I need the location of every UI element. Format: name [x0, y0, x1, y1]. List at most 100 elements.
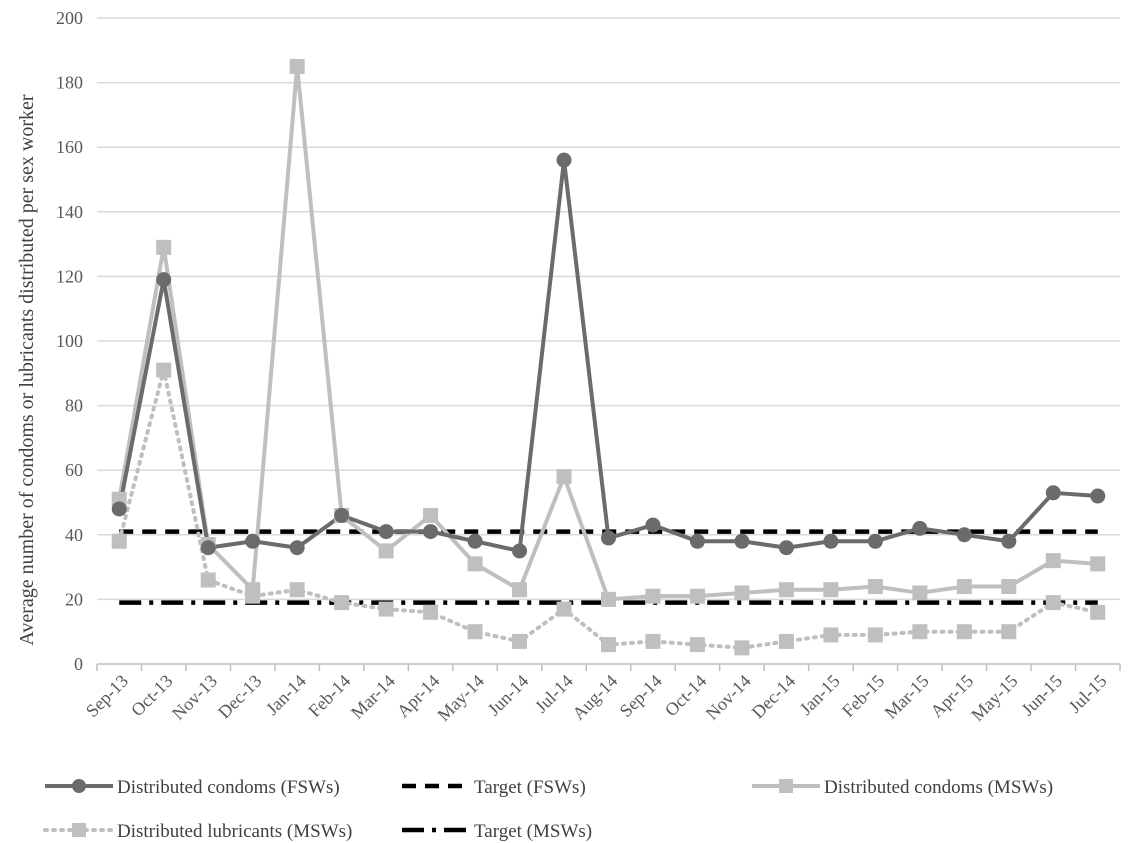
x-tick-label: Jan-14 [262, 671, 310, 719]
y-tick-label: 100 [56, 331, 83, 351]
data-point-msw-condoms [423, 507, 439, 523]
data-point-msw-lubricants [200, 572, 216, 588]
series-lines [117, 64, 1100, 650]
y-tick-label: 40 [65, 525, 83, 545]
y-tick-label: 20 [65, 589, 83, 609]
x-tick-label: Sep-13 [82, 671, 132, 721]
data-point-msw-condoms [156, 239, 172, 255]
x-axis: Sep-13Oct-13Nov-13Dec-13Jan-14Feb-14Mar-… [82, 664, 1121, 725]
x-tick-label: Mar-14 [347, 671, 399, 723]
series-line-2 [117, 64, 1098, 602]
legend: Distributed condoms (FSWs) Target (FSWs) D… [43, 777, 1053, 842]
data-point-msw-lubricants [823, 627, 839, 643]
data-point-fsw-condoms [823, 533, 839, 549]
x-tick-label: Aug-14 [568, 671, 621, 724]
data-point-fsw-condoms [734, 533, 750, 549]
data-point-fsw-condoms [645, 517, 661, 533]
data-point-msw-condoms [734, 585, 750, 601]
data-point-msw-condoms [1001, 578, 1017, 594]
data-point-msw-condoms [1045, 553, 1061, 569]
data-point-msw-condoms [645, 588, 661, 604]
data-point-msw-lubricants [334, 595, 350, 611]
x-tick-label: Jan-15 [796, 671, 844, 719]
data-point-fsw-condoms [289, 540, 305, 556]
data-point-fsw-condoms [912, 520, 928, 536]
data-point-msw-condoms [867, 578, 883, 594]
data-point-msw-condoms [912, 585, 928, 601]
data-point-msw-lubricants [1090, 604, 1106, 620]
y-tick-label: 140 [56, 202, 83, 222]
data-point-msw-condoms [1090, 556, 1106, 572]
data-point-msw-condoms [512, 582, 528, 598]
legend-item: Distributed condoms (FSWs) [45, 777, 340, 798]
data-point-msw-lubricants [778, 633, 794, 649]
legend-label: Target (MSWs) [474, 821, 592, 842]
legend-item: Target (MSWs) [402, 821, 592, 842]
x-tick-label: Oct-13 [127, 671, 176, 720]
data-point-msw-lubricants [645, 633, 661, 649]
data-point-msw-condoms [823, 582, 839, 598]
series-line-0 [117, 158, 1098, 553]
y-tick-label: 0 [74, 654, 83, 674]
data-point-msw-condoms [689, 588, 705, 604]
data-point-fsw-condoms [601, 530, 616, 546]
x-tick-label: Nov-14 [702, 671, 755, 724]
data-point-msw-lubricants [289, 582, 305, 598]
y-tick-label: 160 [56, 137, 83, 157]
y-tick-label: 200 [56, 8, 83, 28]
data-point-msw-lubricants [867, 627, 883, 643]
data-point-msw-lubricants [556, 601, 572, 617]
legend-label: Target (FSWs) [474, 777, 586, 798]
legend-marker [72, 823, 86, 837]
y-axis-title: Average number of condoms or lubricants … [16, 94, 38, 645]
data-point-fsw-condoms [512, 543, 528, 559]
x-tick-label: Jul-15 [1065, 671, 1111, 717]
data-point-fsw-condoms [867, 533, 883, 549]
data-point-fsw-condoms [423, 524, 439, 540]
data-point-fsw-condoms [200, 540, 216, 556]
data-point-msw-condoms [956, 578, 972, 594]
data-point-msw-condoms [556, 469, 572, 485]
x-tick-label: Dec-14 [748, 671, 800, 723]
y-axis-tick-labels: 0 20 40 60 80 100 120 140 160 180 200 [56, 8, 83, 674]
y-tick-label: 120 [56, 266, 83, 286]
data-point-msw-lubricants [689, 637, 705, 653]
data-point-fsw-condoms [778, 540, 794, 556]
data-point-msw-lubricants [1001, 624, 1017, 640]
data-point-fsw-condoms [378, 524, 394, 540]
data-point-msw-condoms [601, 591, 616, 607]
data-point-fsw-condoms [245, 533, 261, 549]
data-point-fsw-condoms [334, 507, 350, 523]
data-point-fsw-condoms [111, 501, 127, 517]
legend-marker [72, 779, 86, 793]
y-tick-label: 180 [56, 73, 83, 93]
x-tick-label: Feb-15 [838, 671, 888, 721]
series-markers [111, 58, 1106, 656]
data-point-msw-lubricants [956, 624, 972, 640]
data-point-fsw-condoms [467, 533, 483, 549]
data-point-msw-lubricants [111, 533, 127, 549]
y-tick-label: 80 [65, 396, 83, 416]
legend-item: Distributed lubricants (MSWs) [43, 821, 352, 842]
legend-item: Distributed condoms (MSWs) [752, 777, 1053, 798]
legend-marker [779, 779, 793, 793]
legend-item: Target (FSWs) [402, 777, 586, 798]
x-tick-label: May-15 [967, 671, 1021, 725]
data-point-msw-condoms [245, 582, 261, 598]
x-tick-label: Oct-14 [661, 671, 710, 720]
data-point-msw-lubricants [734, 640, 750, 656]
data-point-msw-lubricants [512, 633, 528, 649]
data-point-msw-condoms [378, 543, 394, 559]
data-point-msw-lubricants [1045, 595, 1061, 611]
data-point-msw-lubricants [156, 362, 172, 378]
data-point-msw-lubricants [601, 637, 616, 653]
x-tick-label: Jun-15 [1017, 671, 1066, 720]
data-point-fsw-condoms [556, 152, 572, 168]
x-tick-label: Jun-14 [484, 671, 533, 720]
legend-label: Distributed lubricants (MSWs) [117, 821, 352, 842]
y-tick-label: 60 [65, 460, 83, 480]
gridlines [97, 17, 1120, 665]
data-point-msw-condoms [778, 582, 794, 598]
x-tick-label: May-14 [433, 671, 487, 725]
